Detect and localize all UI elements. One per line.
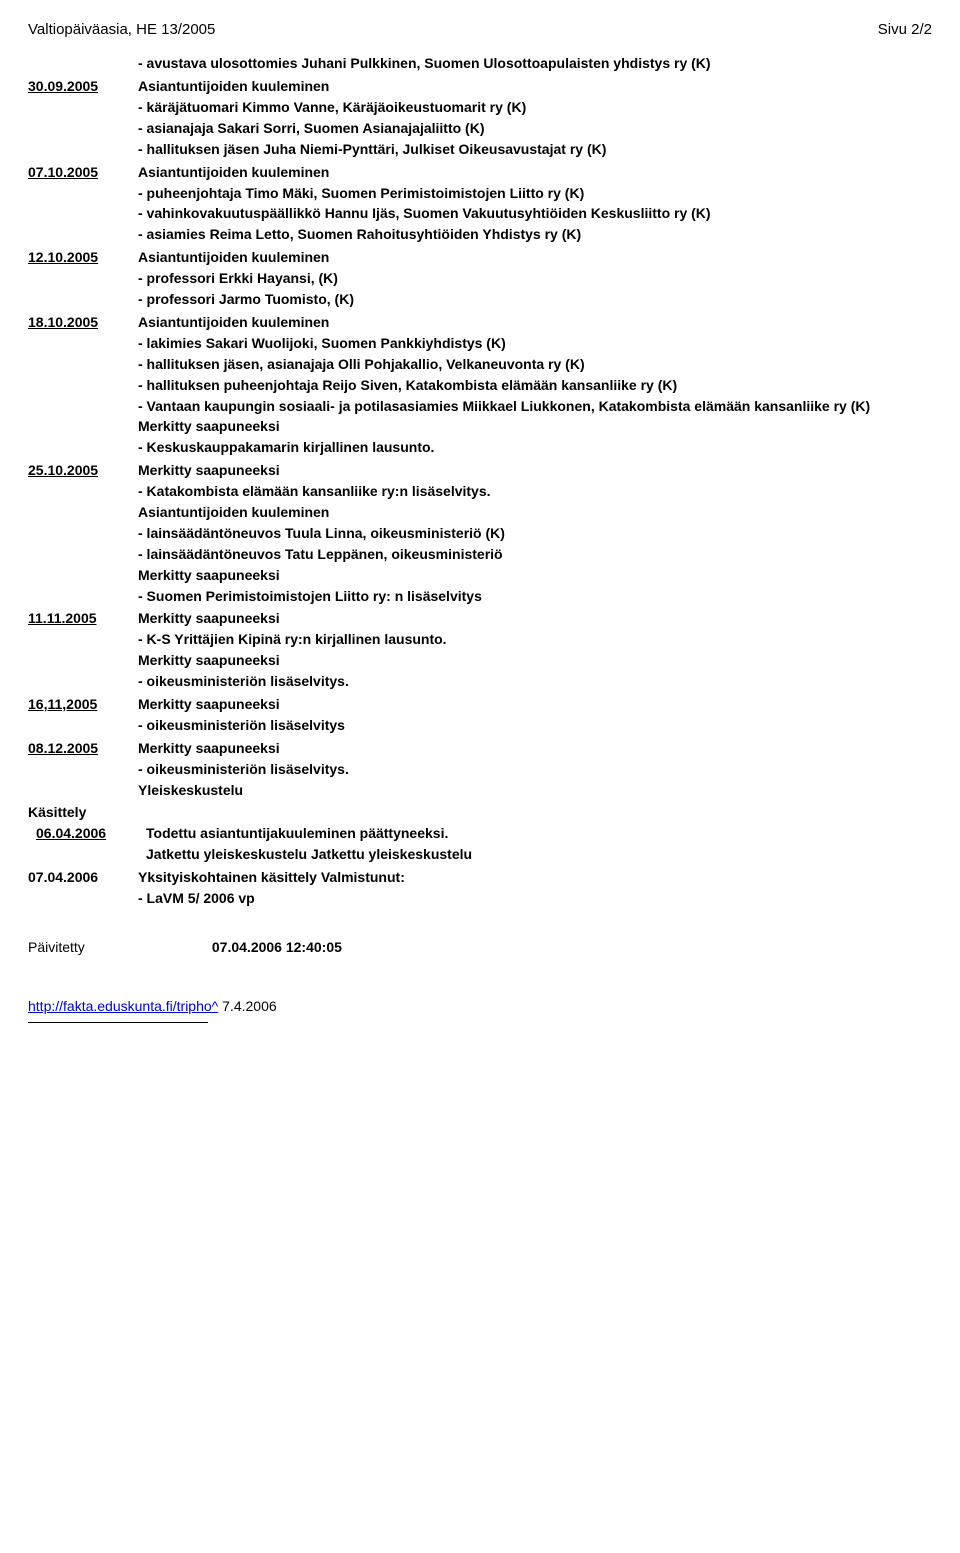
- entry-row: 07.04.2006Yksityiskohtainen käsittely Va…: [28, 868, 932, 910]
- entry-line: Merkitty saapuneeksi: [138, 609, 932, 628]
- entry-date: 08.12.2005: [28, 739, 138, 802]
- entry-row: 07.10.2005Asiantuntijoiden kuuleminen - p…: [28, 163, 932, 247]
- entry-line: - professori Jarmo Tuomisto, (K): [138, 290, 932, 309]
- page-header: Valtiopäiväasia, HE 13/2005 Sivu 2/2: [28, 20, 932, 40]
- entry-line: Merkitty saapuneeksi: [138, 695, 932, 714]
- entry-line: - professori Erkki Hayansi, (K): [138, 269, 932, 288]
- entry-row: 06.04.2006Todettu asiantuntijakuuleminen…: [28, 824, 932, 866]
- entry-date: 07.04.2006: [28, 868, 138, 910]
- entry-date: 12.10.2005: [28, 248, 138, 311]
- entry-row: Käsittely: [28, 803, 932, 822]
- entry-date: Käsittely: [28, 803, 138, 822]
- bottom-link: http://fakta.eduskunta.fi/tripho^ 7.4.20…: [28, 997, 932, 1023]
- entry-row: 11.11.2005Merkitty saapuneeksi - K-S Yrit…: [28, 609, 932, 693]
- entry-line: - oikeusministeriön lisäselvitys.: [138, 672, 932, 691]
- entry-line: - hallituksen puheenjohtaja Reijo Siven,…: [138, 376, 932, 395]
- entry-line: - oikeusministeriön lisäselvitys.: [138, 760, 932, 779]
- entry-line: - lainsäädäntöneuvos Tuula Linna, oikeus…: [138, 524, 932, 543]
- entry-row: 08.12.2005Merkitty saapuneeksi - oikeusmi…: [28, 739, 932, 802]
- entry-date: 16,11,2005: [28, 695, 138, 737]
- entry-content: [138, 803, 932, 822]
- entry-line: Asiantuntijoiden kuuleminen: [138, 503, 932, 522]
- entry-line: - vahinkovakuutuspäällikkö Hannu Ijäs, S…: [138, 204, 932, 223]
- entry-date: 06.04.2006: [28, 824, 146, 866]
- footer-label: Päivitetty: [28, 938, 208, 957]
- entry-line: - asianajaja Sakari Sorri, Suomen Asiana…: [138, 119, 932, 138]
- entry-line: - oikeusministeriön lisäselvitys: [138, 716, 932, 735]
- entry-row: 12.10.2005Asiantuntijoiden kuuleminen - p…: [28, 248, 932, 311]
- entry-line: Merkitty saapuneeksi: [138, 739, 932, 758]
- entry-list: - avustava ulosottomies Juhani Pulkkinen…: [28, 54, 932, 910]
- entry-content: Asiantuntijoiden kuuleminen - lakimies Sa…: [138, 313, 932, 459]
- entry-line: - lainsäädäntöneuvos Tatu Leppänen, oike…: [138, 545, 932, 564]
- entry-line: - käräjätuomari Kimmo Vanne, Käräjäoikeu…: [138, 98, 932, 117]
- entry-line: - K-S Yrittäjien Kipinä ry:n kirjallinen…: [138, 630, 932, 649]
- entry-date: 07.10.2005: [28, 163, 138, 247]
- entry-content: Yksityiskohtainen käsittely Valmistunut:…: [138, 868, 932, 910]
- entry-line: Jatkettu yleiskeskustelu Jatkettu yleisk…: [146, 845, 932, 864]
- entry-line: - hallituksen jäsen Juha Niemi-Pynttäri,…: [138, 140, 932, 159]
- entry-line: Yleiskeskustelu: [138, 781, 932, 800]
- entry-line: - lakimies Sakari Wuolijoki, Suomen Pank…: [138, 334, 932, 353]
- entry-line: - Katakombista elämään kansanliike ry:n …: [138, 482, 932, 501]
- entry-date: 11.11.2005: [28, 609, 138, 693]
- entry-line: Todettu asiantuntijakuuleminen päättynee…: [146, 824, 932, 843]
- entry-line: Asiantuntijoiden kuuleminen: [138, 313, 932, 332]
- entry-content: Merkitty saapuneeksi - oikeusministeriön …: [138, 695, 932, 737]
- entry-row: 25.10.2005Merkitty saapuneeksi - Katakomb…: [28, 461, 932, 607]
- entry-date: 30.09.2005: [28, 77, 138, 161]
- entry-line: - avustava ulosottomies Juhani Pulkkinen…: [138, 54, 932, 73]
- entry-date: 18.10.2005: [28, 313, 138, 459]
- footer-value: 07.04.2006 12:40:05: [212, 939, 342, 955]
- entry-line: Merkitty saapuneeksi: [138, 651, 932, 670]
- entry-line: - Suomen Perimistoimistojen Liitto ry: n…: [138, 587, 932, 606]
- entry-content: Todettu asiantuntijakuuleminen päättynee…: [146, 824, 932, 866]
- entry-row: 16,11,2005Merkitty saapuneeksi - oikeusmi…: [28, 695, 932, 737]
- entry-row: - avustava ulosottomies Juhani Pulkkinen…: [28, 54, 932, 75]
- entry-content: Merkitty saapuneeksi - oikeusministeriön …: [138, 739, 932, 802]
- entry-line: Asiantuntijoiden kuuleminen: [138, 248, 932, 267]
- header-right: Sivu 2/2: [878, 20, 932, 40]
- entry-line: - Vantaan kaupungin sosiaali- ja potilas…: [138, 397, 932, 416]
- entry-date: [28, 54, 138, 75]
- entry-line: - asiamies Reima Letto, Suomen Rahoitusy…: [138, 225, 932, 244]
- entry-line: Merkitty saapuneeksi: [138, 461, 932, 480]
- divider: [28, 1022, 208, 1023]
- entry-content: Merkitty saapuneeksi - Katakombista elämä…: [138, 461, 932, 607]
- link-suffix: 7.4.2006: [218, 998, 276, 1014]
- entry-line: Asiantuntijoiden kuuleminen: [138, 77, 932, 96]
- entry-line: - LaVM 5/ 2006 vp: [138, 889, 932, 908]
- entry-content: Asiantuntijoiden kuuleminen - professori …: [138, 248, 932, 311]
- entry-content: - avustava ulosottomies Juhani Pulkkinen…: [138, 54, 932, 75]
- entry-content: Merkitty saapuneeksi - K-S Yrittäjien Kip…: [138, 609, 932, 693]
- entry-row: 30.09.2005Asiantuntijoiden kuuleminen - k…: [28, 77, 932, 161]
- header-left: Valtiopäiväasia, HE 13/2005: [28, 20, 215, 40]
- entry-line: Merkitty saapuneeksi: [138, 566, 932, 585]
- entry-line: - Keskuskauppakamarin kirjallinen lausun…: [138, 438, 932, 457]
- entry-line: Merkitty saapuneeksi: [138, 417, 932, 436]
- entry-row: 18.10.2005Asiantuntijoiden kuuleminen - l…: [28, 313, 932, 459]
- entry-line: Yksityiskohtainen käsittely Valmistunut:: [138, 868, 932, 887]
- entry-date: 25.10.2005: [28, 461, 138, 607]
- entry-line: - hallituksen jäsen, asianajaja Olli Poh…: [138, 355, 932, 374]
- entry-line: - puheenjohtaja Timo Mäki, Suomen Perimi…: [138, 184, 932, 203]
- footer: Päivitetty 07.04.2006 12:40:05: [28, 938, 932, 957]
- entry-line: Asiantuntijoiden kuuleminen: [138, 163, 932, 182]
- source-link[interactable]: http://fakta.eduskunta.fi/tripho^: [28, 998, 218, 1014]
- entry-content: Asiantuntijoiden kuuleminen - puheenjohta…: [138, 163, 932, 247]
- entry-content: Asiantuntijoiden kuuleminen - käräjätuoma…: [138, 77, 932, 161]
